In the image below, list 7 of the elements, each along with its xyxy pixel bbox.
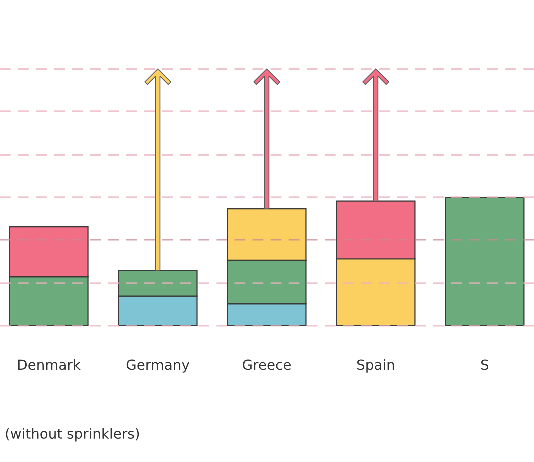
x-tick-label: S xyxy=(481,360,489,370)
x-tick-label: Germany xyxy=(126,360,190,373)
x-tick-label: Greece xyxy=(243,360,291,370)
x-tick-label: Spain xyxy=(357,359,394,373)
x-tick-label: Denmark xyxy=(18,359,81,370)
bar xyxy=(445,196,525,326)
text: (without sprinklers) xyxy=(6,428,140,442)
